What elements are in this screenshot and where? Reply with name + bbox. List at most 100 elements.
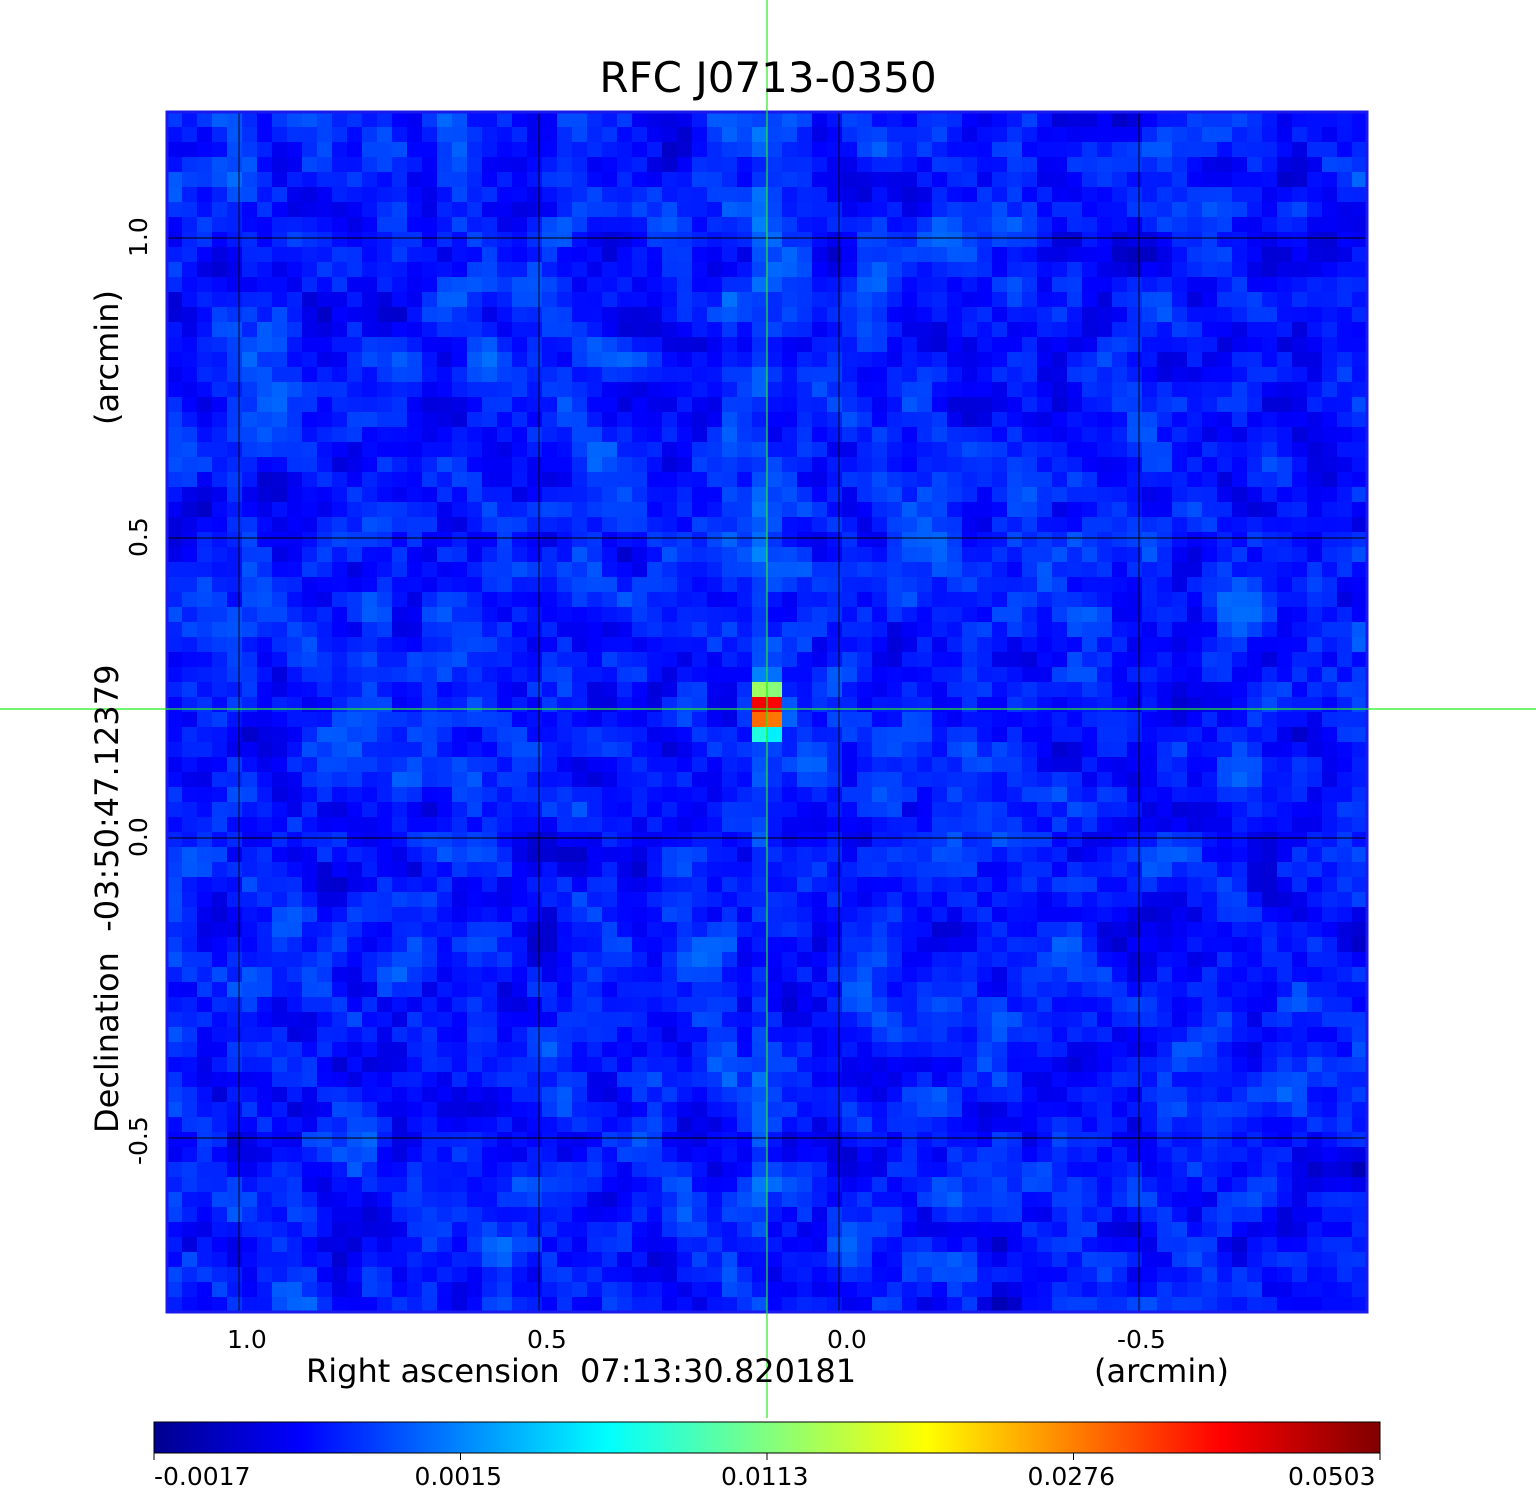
map-pixel [977, 442, 993, 458]
map-pixel [287, 742, 303, 758]
map-pixel [437, 352, 453, 368]
map-pixel [767, 562, 783, 578]
map-pixel [707, 157, 723, 173]
map-pixel [1337, 547, 1353, 563]
map-pixel [1187, 592, 1203, 608]
map-pixel [887, 832, 903, 848]
map-pixel [407, 112, 423, 128]
map-pixel [1142, 667, 1158, 683]
map-pixel [947, 667, 963, 683]
map-pixel [377, 922, 393, 938]
map-pixel [197, 277, 213, 293]
map-pixel [167, 442, 183, 458]
map-pixel [1022, 787, 1038, 803]
map-pixel [1022, 712, 1038, 728]
map-pixel [1277, 577, 1293, 593]
map-pixel [437, 322, 453, 338]
map-pixel [242, 877, 258, 893]
map-pixel [842, 742, 858, 758]
map-pixel [1277, 997, 1293, 1013]
map-pixel [182, 937, 198, 953]
map-pixel [437, 622, 453, 638]
map-pixel [737, 967, 753, 983]
map-pixel [1067, 322, 1083, 338]
map-pixel [1322, 532, 1338, 548]
map-pixel [902, 382, 918, 398]
map-pixel [707, 202, 723, 218]
map-pixel [812, 592, 828, 608]
map-pixel [422, 1042, 438, 1058]
map-pixel [542, 742, 558, 758]
map-pixel [1277, 547, 1293, 563]
map-pixel [527, 157, 543, 173]
map-pixel [1112, 757, 1128, 773]
map-pixel [677, 817, 693, 833]
map-pixel [1022, 217, 1038, 233]
map-pixel [962, 997, 978, 1013]
map-pixel [1337, 562, 1353, 578]
map-pixel [482, 877, 498, 893]
map-pixel [692, 997, 708, 1013]
map-pixel [977, 577, 993, 593]
map-pixel [902, 307, 918, 323]
map-pixel [632, 817, 648, 833]
map-pixel [542, 262, 558, 278]
map-pixel [1322, 1027, 1338, 1043]
map-pixel [1082, 337, 1098, 353]
map-pixel [467, 1012, 483, 1028]
map-pixel [332, 157, 348, 173]
map-pixel [857, 322, 873, 338]
map-pixel [707, 337, 723, 353]
map-pixel [932, 352, 948, 368]
map-pixel [617, 622, 633, 638]
map-pixel [632, 232, 648, 248]
map-pixel [332, 352, 348, 368]
map-pixel [1262, 952, 1278, 968]
map-pixel [197, 922, 213, 938]
map-pixel [602, 262, 618, 278]
map-pixel [947, 517, 963, 533]
map-pixel [812, 772, 828, 788]
map-pixel [1097, 427, 1113, 443]
map-pixel [1262, 757, 1278, 773]
map-pixel [932, 367, 948, 383]
map-pixel [1217, 502, 1233, 518]
map-pixel [1067, 472, 1083, 488]
map-pixel [422, 217, 438, 233]
map-pixel [692, 907, 708, 923]
map-pixel [1337, 967, 1353, 983]
map-pixel [1067, 262, 1083, 278]
map-pixel [1082, 262, 1098, 278]
map-pixel [1097, 517, 1113, 533]
map-pixel [1067, 607, 1083, 623]
map-pixel [1082, 412, 1098, 428]
map-pixel [1172, 337, 1188, 353]
map-pixel [1142, 172, 1158, 188]
map-pixel [452, 382, 468, 398]
map-pixel [242, 757, 258, 773]
map-pixel [1262, 877, 1278, 893]
map-pixel [887, 397, 903, 413]
map-pixel [887, 982, 903, 998]
map-pixel [407, 322, 423, 338]
map-pixel [827, 1027, 843, 1043]
map-pixel [932, 607, 948, 623]
map-pixel [1337, 922, 1353, 938]
map-pixel [1007, 982, 1023, 998]
map-pixel [947, 442, 963, 458]
map-pixel [1172, 547, 1188, 563]
map-pixel [977, 427, 993, 443]
map-pixel [737, 487, 753, 503]
map-pixel [167, 157, 183, 173]
map-pixel [797, 112, 813, 128]
map-pixel [392, 727, 408, 743]
map-pixel [1157, 907, 1173, 923]
map-pixel [812, 217, 828, 233]
map-pixel [272, 217, 288, 233]
map-pixel [617, 262, 633, 278]
map-pixel [962, 307, 978, 323]
map-pixel [827, 742, 843, 758]
map-pixel [662, 967, 678, 983]
map-pixel [842, 202, 858, 218]
map-pixel [242, 157, 258, 173]
